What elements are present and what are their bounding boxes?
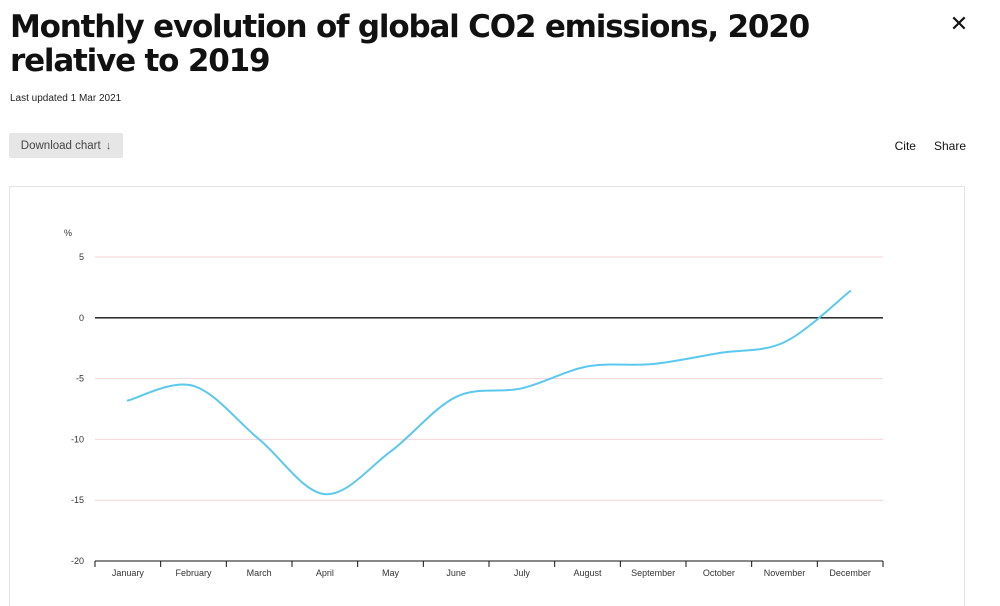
x-axis: January February March April May June July Augu… — [94, 560, 884, 578]
data-point — [258, 438, 260, 440]
x-tick-label: May — [382, 568, 400, 578]
x-tick-label: March — [247, 568, 272, 578]
x-tick-label: September — [631, 568, 675, 578]
cite-link[interactable]: Cite — [894, 139, 916, 153]
last-updated: Last updated 1 Mar 2021 — [10, 93, 122, 104]
share-link[interactable]: Share — [933, 139, 966, 153]
y-tick-label: -15 — [71, 495, 84, 505]
x-tick-label: February — [175, 568, 212, 578]
gridlines — [95, 256, 883, 501]
y-axis-ticks: 5 0 -5 -10 -15 -20 — [71, 252, 84, 566]
data-point — [390, 451, 392, 453]
data-point — [718, 352, 720, 354]
chart-actions: Cite Share — [895, 139, 966, 153]
x-tick-label: December — [829, 568, 871, 578]
data-point — [849, 290, 851, 292]
x-tick-label: November — [764, 568, 806, 578]
download-chart-label: Download chart — [20, 139, 101, 152]
y-tick-label: -20 — [71, 556, 84, 566]
x-tick-label: June — [446, 568, 466, 578]
y-axis-unit-label: % — [64, 228, 72, 238]
data-point — [521, 387, 523, 389]
x-tick-label: August — [573, 568, 602, 578]
series — [126, 290, 852, 496]
data-point — [324, 493, 326, 495]
x-tick-label: July — [514, 568, 531, 578]
data-point — [127, 399, 129, 401]
page-title: Monthly evolution of global CO2 emission… — [10, 9, 810, 79]
data-point — [652, 363, 654, 365]
y-tick-label: 5 — [79, 252, 84, 262]
y-tick-label: 0 — [79, 313, 84, 323]
series-line — [126, 290, 852, 496]
x-tick-label: January — [112, 568, 145, 578]
download-arrow-icon: ↓ — [105, 139, 112, 152]
data-point — [587, 365, 589, 367]
y-tick-label: -10 — [71, 434, 84, 444]
y-tick-label: -5 — [76, 374, 84, 384]
close-icon[interactable]: ✕ — [949, 12, 969, 37]
x-tick-label: April — [316, 568, 334, 578]
chart-frame — [9, 186, 965, 606]
data-point — [193, 385, 195, 387]
data-point — [784, 341, 786, 343]
x-tick-label: October — [703, 568, 735, 578]
download-chart-button[interactable]: Download chart ↓ — [9, 133, 123, 158]
data-point — [455, 396, 457, 398]
